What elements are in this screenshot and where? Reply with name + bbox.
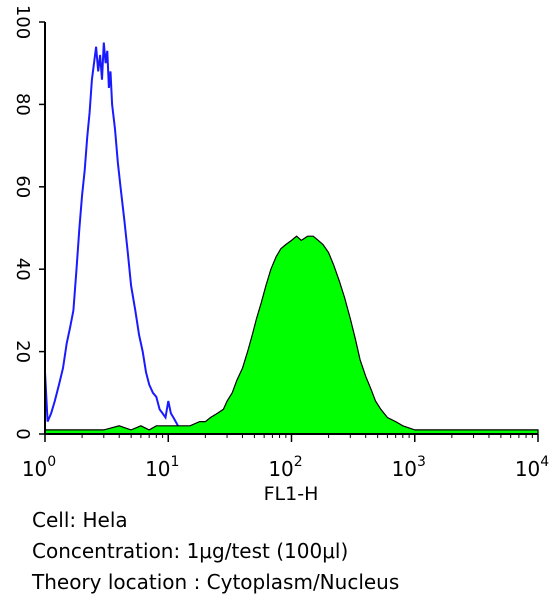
series-layer [44, 42, 539, 435]
x-tick-exponent: 1 [171, 454, 180, 470]
y-tick-label: 80 [12, 93, 33, 116]
x-tick-exponent: 3 [417, 454, 426, 470]
x-tick-base: 10 [392, 457, 417, 481]
x-axis-label: FL1-H [264, 483, 319, 505]
x-tick-label: 101 [145, 454, 179, 481]
y-tick-label: 60 [12, 175, 33, 198]
x-tick-exponent: 0 [47, 454, 56, 470]
series-1-filled-histogram [44, 235, 539, 435]
x-tick-label: 100 [22, 454, 56, 481]
x-tick-base: 10 [515, 457, 540, 481]
y-tick-label: 40 [12, 258, 33, 281]
x-tick-exponent: 4 [540, 454, 549, 470]
y-tick-label: 0 [12, 428, 33, 439]
x-tick-base: 10 [268, 457, 293, 481]
caption-concentration: Concentration: 1μg/test (100μl) [32, 539, 349, 563]
series-0-outline-histogram [44, 42, 184, 435]
x-tick-exponent: 2 [294, 454, 303, 470]
caption-theory-location: Theory location : Cytoplasm/Nucleus [32, 570, 400, 594]
x-tick-label: 102 [268, 454, 302, 481]
x-tick-label: 103 [392, 454, 426, 481]
x-tick-base: 10 [145, 457, 170, 481]
x-tick-base: 10 [22, 457, 47, 481]
y-tick-label: 100 [12, 5, 33, 39]
y-tick-label: 20 [12, 340, 33, 363]
x-tick-label: 104 [515, 454, 549, 481]
caption-cell: Cell: Hela [32, 508, 128, 532]
